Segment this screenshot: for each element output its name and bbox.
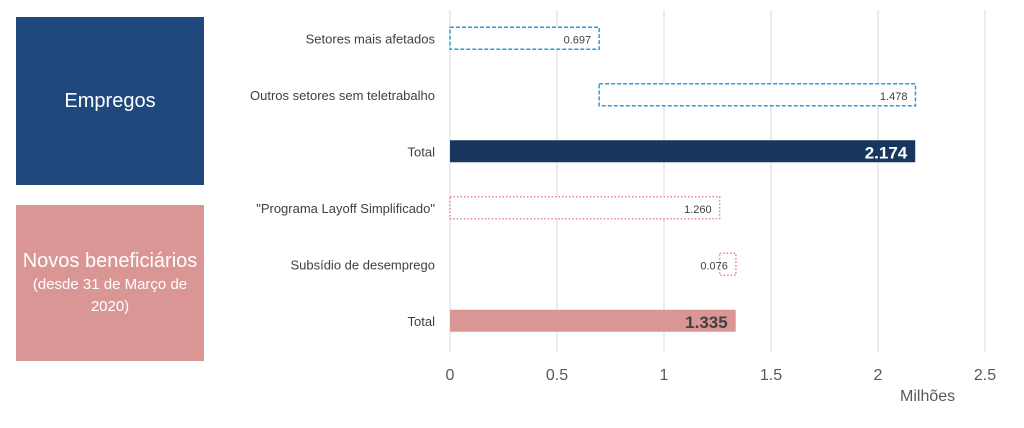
category-label: "Programa Layoff Simplificado" <box>256 201 435 216</box>
data-label: 0.076 <box>700 260 728 272</box>
novos-beneficiarios-box: Novos beneficiários (desde 31 de Março d… <box>16 205 204 361</box>
data-label: 1.478 <box>880 91 908 103</box>
x-tick-label: 2.5 <box>974 367 996 384</box>
category-label: Subsídio de desemprego <box>290 257 435 272</box>
data-label: 0.697 <box>564 34 592 46</box>
category-label: Setores mais afetados <box>306 31 436 46</box>
bar <box>450 140 916 163</box>
x-tick-label: 0 <box>446 367 455 384</box>
bar <box>450 309 736 332</box>
bar <box>718 252 737 276</box>
bar <box>598 83 917 107</box>
empregos-box: Empregos <box>16 17 204 185</box>
bar <box>449 196 721 220</box>
category-label: Total <box>408 314 436 329</box>
category-label: Total <box>408 144 436 159</box>
x-tick-label: 2 <box>874 367 883 384</box>
novos-beneficiarios-title: Novos beneficiários <box>22 250 198 272</box>
x-tick-label: 0.5 <box>546 367 568 384</box>
novos-beneficiarios-subtitle: (desde 31 de Março de 2020) <box>32 276 188 315</box>
x-tick-label: 1 <box>660 367 669 384</box>
empregos-title: Empregos <box>64 90 156 112</box>
data-label: 1.335 <box>685 313 728 332</box>
data-label: 1.260 <box>684 204 712 216</box>
x-tick-label: 1.5 <box>760 367 782 384</box>
category-label: Outros setores sem teletrabalho <box>250 88 435 103</box>
data-label: 2.174 <box>865 143 908 162</box>
bar <box>449 26 600 50</box>
x-axis-unit-label: Milhões <box>900 388 956 405</box>
